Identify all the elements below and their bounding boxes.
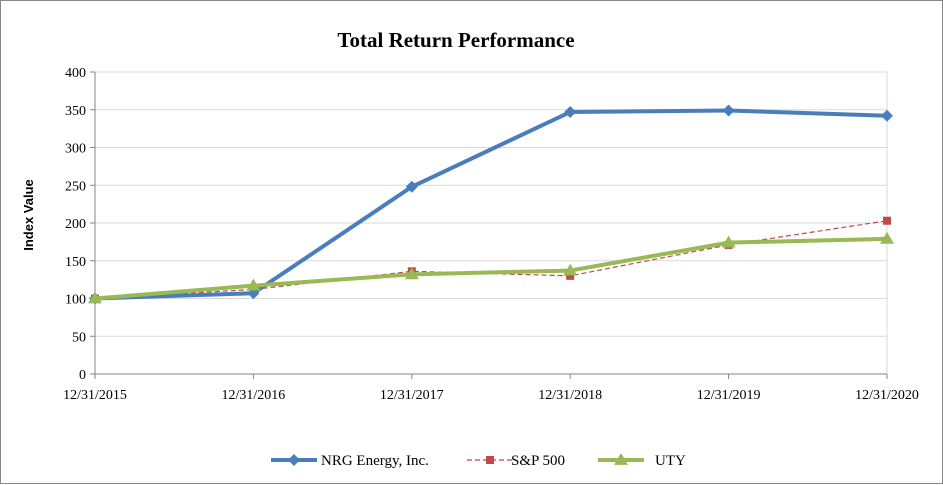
y-tick-label: 250 (65, 179, 86, 194)
data-point-triangle (721, 235, 736, 248)
y-tick-label: 50 (72, 330, 86, 345)
y-tick-label: 150 (65, 255, 86, 270)
chart-title: Total Return Performance (337, 28, 574, 52)
data-point-triangle (88, 291, 102, 304)
series-line (94, 108, 888, 301)
series-line (94, 236, 888, 301)
axes: 0 50 100 150 200 250 300 350 400 12/31/2015 12/31/… (63, 66, 919, 403)
data-point-square (883, 216, 891, 225)
y-tick-label: 100 (65, 293, 86, 308)
data-point-triangle (404, 267, 419, 280)
data-point-diamond (722, 104, 735, 117)
y-tick-label: 200 (65, 217, 86, 232)
data-point-diamond (405, 180, 418, 193)
data-point-diamond (564, 106, 577, 119)
y-tick-label: 400 (65, 66, 86, 81)
series-layer (88, 104, 894, 305)
legend-swatch-marker (614, 453, 628, 465)
data-point-triangle (880, 231, 894, 244)
legend-swatch-marker (486, 456, 494, 464)
legend-label: NRG Energy, Inc. (321, 453, 429, 469)
legend-item: NRG Energy, Inc. (271, 453, 429, 469)
y-tick-label: 350 (65, 104, 86, 119)
legend-item: UTY (598, 453, 686, 469)
legend-item: S&P 500 (467, 453, 565, 469)
x-tick-label: 12/31/2016 (222, 388, 286, 403)
data-point-triangle (246, 278, 261, 291)
legend-label: S&P 500 (511, 453, 565, 469)
data-point-triangle (563, 263, 578, 276)
y-tick-label: 300 (65, 142, 86, 157)
legend-label: UTY (655, 453, 686, 469)
x-tick-label: 12/31/2020 (855, 388, 919, 403)
legend-swatch-marker (288, 454, 300, 466)
series-nrg-energy-inc- (89, 104, 893, 305)
series-line (94, 220, 888, 300)
data-point-diamond (881, 109, 893, 122)
x-tick-label: 12/31/2015 (63, 388, 127, 403)
y-axis-label: Index Value (21, 179, 36, 251)
x-tick-label: 12/31/2018 (538, 388, 602, 403)
x-tick-label: 12/31/2019 (697, 388, 761, 403)
data-point-square (566, 271, 575, 280)
legend: NRG Energy, Inc. S&P 500 UTY (271, 453, 686, 469)
gridlines (95, 71, 888, 374)
x-tick-label: 12/31/2017 (380, 388, 444, 403)
series-uty (88, 231, 894, 304)
y-tick-label: 0 (79, 368, 86, 383)
